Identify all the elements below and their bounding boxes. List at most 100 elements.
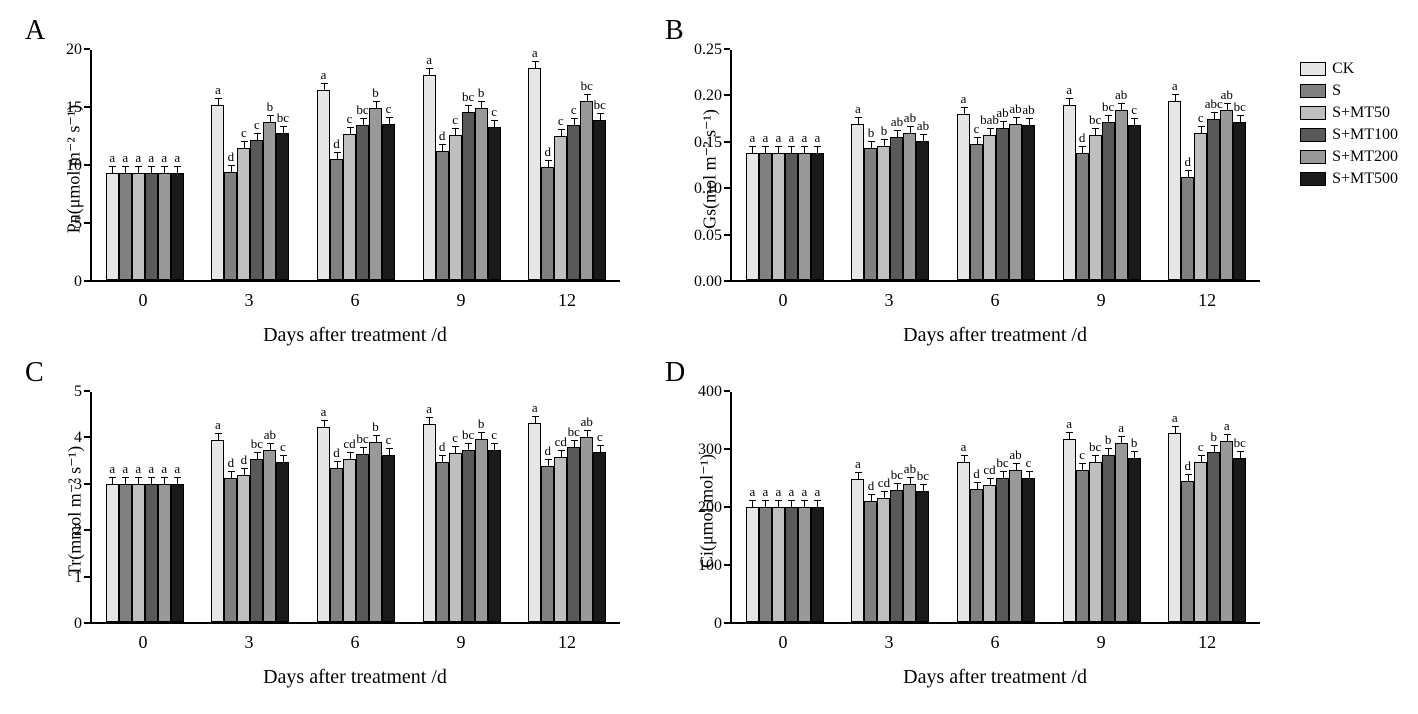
error-bar xyxy=(376,101,377,109)
error-bar xyxy=(1201,455,1202,463)
significance-letter: ab xyxy=(996,105,1008,121)
significance-letter: d xyxy=(228,455,235,471)
error-bar xyxy=(442,455,443,463)
bar: c xyxy=(1194,462,1207,622)
legend-label: S xyxy=(1332,82,1341,100)
error-bar xyxy=(376,435,377,443)
bar: a xyxy=(132,484,145,622)
error-bar xyxy=(977,482,978,490)
error-bar xyxy=(481,101,482,109)
y-tick-label: 0.00 xyxy=(694,273,722,291)
error-bar xyxy=(574,118,575,126)
x-tick-label: 3 xyxy=(245,632,254,653)
significance-letter: ab xyxy=(1221,87,1233,103)
bar: d xyxy=(436,151,449,280)
bar: c xyxy=(382,455,395,622)
error-bar xyxy=(164,166,165,174)
error-bar xyxy=(151,166,152,174)
significance-letter: bc xyxy=(462,89,474,105)
error-bar xyxy=(1134,118,1135,126)
significance-letter: d xyxy=(973,466,980,482)
error-bar xyxy=(778,146,779,154)
bar: a xyxy=(119,484,132,622)
y-tick-label: 0 xyxy=(714,615,722,633)
y-tick-label: 0 xyxy=(74,273,82,291)
legend-label: S+MT100 xyxy=(1332,126,1398,144)
error-bar xyxy=(1069,432,1070,440)
error-bar xyxy=(1214,112,1215,120)
bar: ab xyxy=(1022,125,1035,280)
bar: a xyxy=(798,507,811,622)
error-bar xyxy=(257,452,258,460)
bar-group: adbcbcabc xyxy=(1063,50,1141,280)
significance-letter: a xyxy=(215,82,221,98)
significance-letter: c xyxy=(597,429,603,445)
legend-swatch xyxy=(1300,172,1326,186)
error-bar xyxy=(1029,118,1030,126)
bar: b xyxy=(369,442,382,622)
y-tick-mark xyxy=(724,448,730,450)
error-bar xyxy=(1121,103,1122,111)
x-tick-label: 12 xyxy=(558,290,576,311)
bar: a xyxy=(1168,433,1181,622)
error-bar xyxy=(270,115,271,123)
x-tick-label: 12 xyxy=(1198,632,1216,653)
plot-area: aaaaaaabbabababacbababababadbcbcabcadcab… xyxy=(730,50,1260,282)
significance-letter: a xyxy=(775,130,781,146)
error-bar xyxy=(1121,436,1122,444)
bar: a xyxy=(106,484,119,622)
error-bar xyxy=(455,446,456,454)
bar: ab xyxy=(1009,470,1022,622)
plot-area: aaaaaaadcdbcabbcadcdbcabcacbcbabadcbabc xyxy=(730,392,1260,624)
significance-letter: a xyxy=(215,417,221,433)
significance-letter: cd xyxy=(555,434,567,450)
y-tick-mark xyxy=(724,141,730,143)
bar: a xyxy=(785,153,798,280)
significance-letter: b xyxy=(868,125,875,141)
bar: d xyxy=(541,167,554,280)
significance-letter: d xyxy=(1185,154,1192,170)
x-axis: 036912Days after treatment /d xyxy=(730,624,1260,694)
bar-group: adcbcbc xyxy=(423,50,501,280)
significance-letter: d xyxy=(241,452,248,468)
x-tick-label: 6 xyxy=(351,290,360,311)
error-bar xyxy=(791,500,792,508)
significance-letter: a xyxy=(961,91,967,107)
y-tick-label: 0 xyxy=(74,615,82,633)
error-bar xyxy=(1188,474,1189,482)
y-tick-label: 0.25 xyxy=(694,41,722,59)
bar-group: aaaaaa xyxy=(746,392,824,622)
y-axis: 0100200300400 xyxy=(660,392,730,624)
significance-letter: cd xyxy=(343,436,355,452)
legend-item: S+MT500 xyxy=(1300,170,1398,188)
significance-letter: c xyxy=(491,427,497,443)
x-tick-label: 0 xyxy=(779,290,788,311)
bar: abc xyxy=(1207,119,1220,280)
significance-letter: d xyxy=(333,445,340,461)
significance-letter: a xyxy=(788,484,794,500)
bar: a xyxy=(211,105,224,280)
legend-item: S xyxy=(1300,82,1398,100)
panel-b: B aaaaaaabbabababacbababababadbcbcabcadc… xyxy=(660,20,1280,352)
bar: bc xyxy=(276,133,289,280)
significance-letter: c xyxy=(571,102,577,118)
panel-c-label: C xyxy=(25,357,44,389)
bar: a xyxy=(158,484,171,622)
significance-letter: d xyxy=(544,443,551,459)
significance-letter: c xyxy=(280,439,286,455)
significance-letter: a xyxy=(762,130,768,146)
error-bar xyxy=(1188,170,1189,178)
x-tick-label: 9 xyxy=(457,290,466,311)
error-bar xyxy=(324,420,325,428)
bar: bc xyxy=(462,112,475,280)
error-bar xyxy=(257,133,258,141)
error-bar xyxy=(990,128,991,136)
significance-letter: bc xyxy=(1234,99,1246,115)
x-axis-label: Days after treatment /d xyxy=(263,324,447,347)
error-bar xyxy=(468,105,469,113)
bar: bc xyxy=(1089,462,1102,622)
significance-letter: a xyxy=(814,130,820,146)
panel-d-label: D xyxy=(665,357,685,389)
bar: c xyxy=(449,135,462,280)
bar: d xyxy=(330,468,343,622)
